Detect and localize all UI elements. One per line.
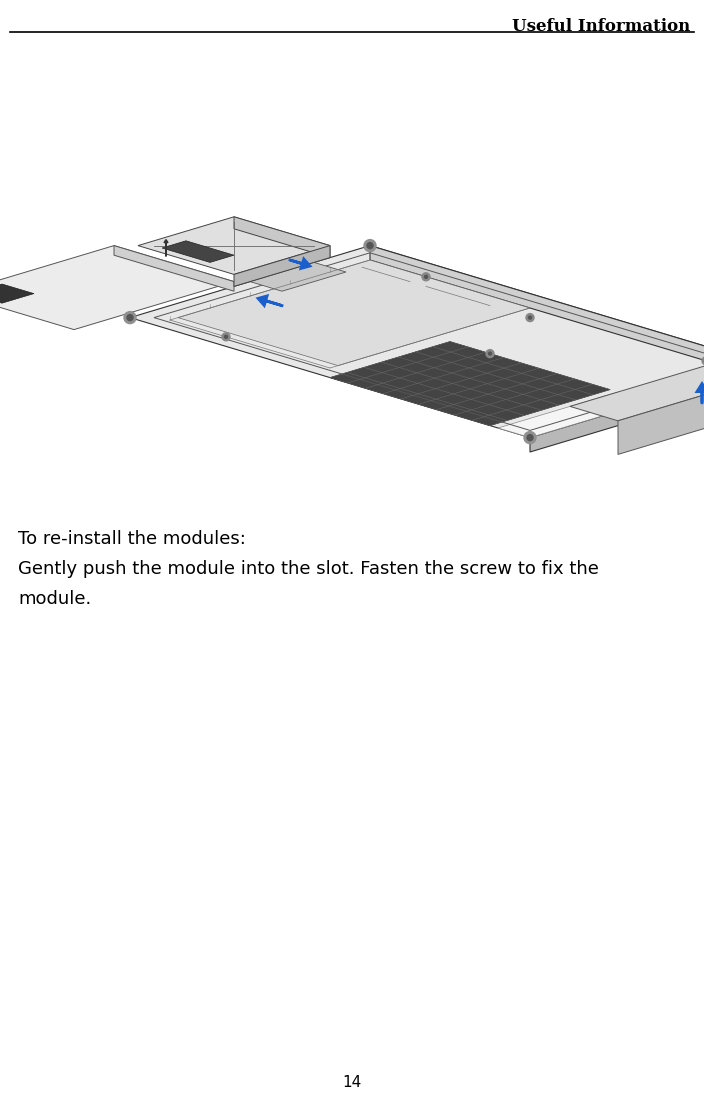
Circle shape bbox=[222, 333, 230, 341]
Text: To re-install the modules:: To re-install the modules: bbox=[18, 530, 246, 548]
Text: Useful Information: Useful Information bbox=[512, 18, 690, 36]
Polygon shape bbox=[138, 217, 330, 274]
Polygon shape bbox=[114, 246, 234, 291]
Circle shape bbox=[486, 350, 494, 358]
FancyArrow shape bbox=[697, 383, 704, 403]
FancyArrow shape bbox=[290, 259, 310, 269]
Polygon shape bbox=[162, 241, 234, 262]
FancyArrow shape bbox=[258, 296, 282, 306]
Polygon shape bbox=[498, 392, 650, 438]
Circle shape bbox=[529, 317, 532, 319]
Polygon shape bbox=[0, 246, 234, 330]
Polygon shape bbox=[530, 366, 704, 452]
Circle shape bbox=[127, 314, 133, 321]
Polygon shape bbox=[330, 341, 610, 426]
Circle shape bbox=[422, 273, 430, 281]
Polygon shape bbox=[618, 373, 704, 454]
Polygon shape bbox=[0, 284, 34, 303]
Circle shape bbox=[124, 311, 136, 323]
Polygon shape bbox=[250, 262, 346, 291]
Text: Gently push the module into the slot. Fasten the screw to fix the: Gently push the module into the slot. Fa… bbox=[18, 560, 599, 578]
FancyArrow shape bbox=[164, 240, 168, 257]
Circle shape bbox=[425, 276, 427, 278]
Circle shape bbox=[702, 357, 704, 364]
Text: module.: module. bbox=[18, 590, 92, 608]
Polygon shape bbox=[130, 246, 704, 438]
Polygon shape bbox=[178, 260, 530, 366]
Text: 14: 14 bbox=[342, 1075, 362, 1090]
Circle shape bbox=[225, 336, 227, 339]
Circle shape bbox=[526, 313, 534, 321]
Circle shape bbox=[367, 242, 373, 249]
Circle shape bbox=[524, 431, 536, 443]
Circle shape bbox=[489, 352, 491, 356]
Polygon shape bbox=[234, 217, 330, 258]
Polygon shape bbox=[370, 246, 704, 380]
Circle shape bbox=[527, 434, 533, 441]
Polygon shape bbox=[234, 246, 330, 287]
Circle shape bbox=[364, 240, 376, 251]
Polygon shape bbox=[570, 359, 704, 421]
